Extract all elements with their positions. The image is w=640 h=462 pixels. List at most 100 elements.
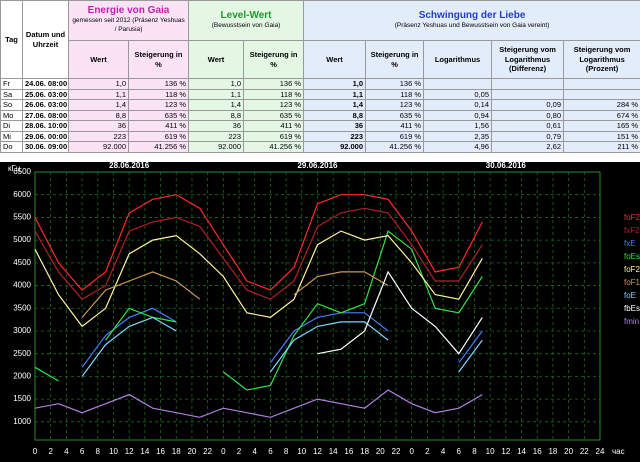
table-cell: 118 % [243, 88, 305, 100]
table-cell: 151 % [563, 130, 640, 142]
y-tick-label: 2000 [13, 372, 31, 381]
table-cell: 24.06. 08:00 [22, 78, 69, 90]
x-tick-label: 10 [486, 447, 495, 456]
table-cell: 635 % [243, 109, 305, 121]
table-cell: 92.000 [188, 141, 245, 153]
x-tick-label: 2 [48, 447, 53, 456]
legend-label: fmin [624, 317, 639, 326]
table-row: So 26.06. 03:00 1,4 123 % 1,4 123 % 1,4 123 % 0,… [0, 99, 640, 111]
table-cell: 25.06. 03:00 [22, 88, 69, 100]
y-tick-label: 3000 [13, 326, 31, 335]
table-cell: 284 % [563, 99, 640, 111]
table-cell: 26.06. 03:00 [22, 99, 69, 111]
x-tick-label: 2 [237, 447, 242, 456]
table-cell: 165 % [563, 120, 640, 132]
table-cell: 0,14 [423, 99, 493, 111]
table-cell: 635 % [365, 109, 425, 121]
table-cell: 2,62 [491, 141, 565, 153]
y-tick-label: 6000 [13, 190, 31, 199]
legend-label: foE [624, 291, 636, 300]
x-tick-label: 22 [203, 447, 212, 456]
table-cell: 619 % [127, 130, 190, 142]
table-cell: 0,79 [491, 130, 565, 142]
x-tick-label: 20 [564, 447, 573, 456]
table-cell: 36 [68, 120, 129, 132]
sub-header: Steigerung in % [243, 40, 305, 79]
x-tick-label: 22 [580, 447, 589, 456]
table-cell: 411 % [127, 120, 190, 132]
group-header: Schwingung der Liebe (Präsenz Yeshuas und… [303, 0, 640, 41]
table-cell: 2,35 [423, 130, 493, 142]
x-tick-label: 8 [284, 447, 289, 456]
series-line [81, 307, 483, 368]
table-cell: 92.000 [68, 141, 129, 153]
y-tick-label: 1000 [13, 417, 31, 426]
table-row: Di 28.06. 10:00 36 411 % 36 411 % 36 411 % 1,56 0… [0, 120, 640, 132]
table-cell: 1,1 [188, 88, 245, 100]
legend-label: foF2 [624, 213, 640, 222]
x-tick-label: 0 [33, 447, 38, 456]
table-cell: 635 % [127, 109, 190, 121]
x-tick-label: 4 [64, 447, 69, 456]
table-cell: 674 % [563, 109, 640, 121]
x-tick-label: 8 [472, 447, 477, 456]
table-cell: 27.06. 08:00 [22, 109, 69, 121]
x-tick-label: 14 [329, 447, 338, 456]
table-cell: 41.256 % [243, 141, 305, 153]
header-day: Tag [0, 0, 23, 79]
series-line [34, 207, 483, 300]
x-tick-label: 14 [517, 447, 526, 456]
table-cell: 41.256 % [127, 141, 190, 153]
date-label: 30.06.2016 [486, 162, 527, 170]
table-cell: Mo [0, 109, 23, 121]
group-title: Level-Wert [220, 10, 272, 21]
plot-frame [34, 171, 601, 441]
date-label: 29.06.2016 [297, 162, 338, 170]
table-cell: 411 % [365, 120, 425, 132]
series-line [34, 194, 483, 291]
x-tick-label: 18 [548, 447, 557, 456]
table-cell: 619 % [243, 130, 305, 142]
sub-header: Steigerung in % [127, 40, 190, 79]
y-tick-label: 5000 [13, 235, 31, 244]
sub-header: Steigerung vom Logarithmus (Prozent) [563, 40, 640, 79]
x-tick-label: 4 [252, 447, 257, 456]
table-cell: Do [0, 141, 23, 153]
x-tick-label: 4 [441, 447, 446, 456]
table-cell: 1,0 [68, 78, 129, 90]
table-cell: Di [0, 120, 23, 132]
x-tick-label: 12 [125, 447, 134, 456]
table-cell: 123 % [365, 99, 425, 111]
table-cell: 28.06. 10:00 [22, 120, 69, 132]
x-tick-label: 18 [172, 447, 181, 456]
group-subtitle: (Bewusstsein von Gaia) [211, 21, 281, 29]
sub-header: Steigerung in % [365, 40, 425, 79]
y-tick-label: 6500 [13, 167, 31, 176]
x-unit: час [612, 447, 625, 456]
chart: кГцчас1000150020002500300035004000450050… [0, 162, 640, 462]
table-row: Mi 29.06. 00:00 223 619 % 223 619 % 223 619 % 2,… [0, 130, 640, 142]
table-cell [563, 88, 640, 100]
y-tick-label: 2500 [13, 349, 31, 358]
table-cell: 0,80 [491, 109, 565, 121]
x-tick-label: 0 [409, 447, 414, 456]
table-cell: 8,8 [303, 109, 367, 121]
table-cell: 0,61 [491, 120, 565, 132]
y-tick-label: 5500 [13, 213, 31, 222]
table-cell: 0,05 [423, 88, 493, 100]
series-line [34, 230, 483, 328]
table-cell: 29.06. 00:00 [22, 130, 69, 142]
series-line [317, 270, 483, 355]
series-line [81, 316, 483, 377]
y-unit: кГц [8, 164, 21, 173]
legend-label: foF1 [624, 278, 640, 287]
table-cell [491, 88, 565, 100]
x-tick-label: 20 [376, 447, 385, 456]
sub-header: Wert [188, 40, 245, 79]
table-cell [491, 78, 565, 90]
chart-background [0, 162, 640, 462]
x-tick-label: 8 [96, 447, 101, 456]
table-cell [423, 78, 493, 90]
table-row: Fr 24.06. 08:00 1,0 136 % 1,0 136 % 1,0 136 % [0, 78, 640, 90]
